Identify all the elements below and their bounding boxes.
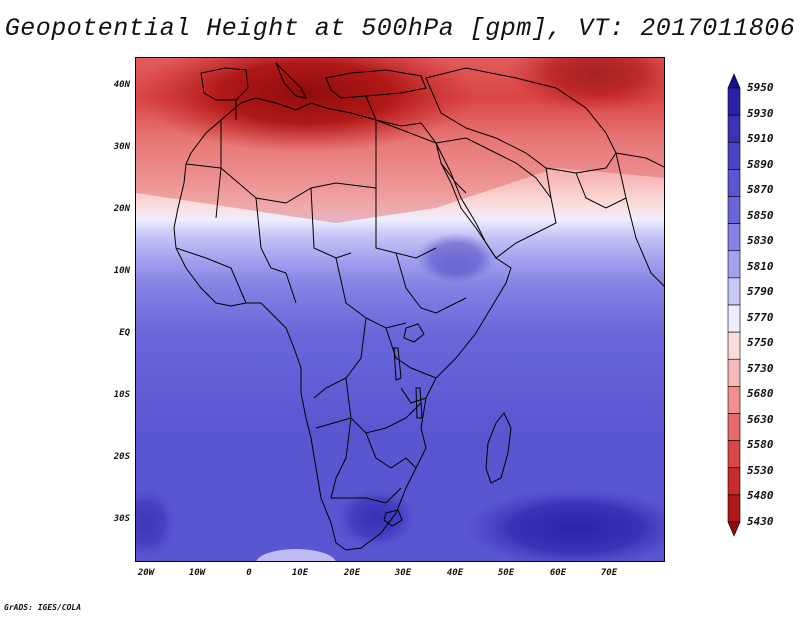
colorbar [727,73,741,537]
lon-label-20w: 20W [137,568,155,578]
colorbar-label: 5630 [747,412,774,426]
lat-label-10n: 10N [113,266,130,276]
lon-label-20e: 20E [343,568,361,578]
colorbar-label: 5890 [747,157,774,171]
colorbar-label: 5810 [747,259,774,273]
lon-label-10w: 10W [188,568,206,578]
africa-coastline [173,97,512,551]
atlantic-high [136,488,176,558]
colorbar-segment [727,169,741,197]
colorbar-label: 5850 [747,208,774,222]
colorbar-segment [727,413,741,441]
colorbar-segment [727,304,741,333]
colorbar-label: 5430 [747,515,774,528]
colorbar-segment [727,358,741,387]
italy [275,62,307,99]
lake-tanganyika [393,347,402,381]
lon-label-70e: 70E [600,568,618,578]
colorbar-label: 5770 [747,310,774,324]
lat-label-30s: 30S [113,514,130,524]
colorbar-label: 5530 [747,463,774,477]
colorbar-top-arrow [727,73,741,89]
south-indian-high [466,488,664,561]
madagascar [485,412,512,484]
lon-label-10e: 10E [291,568,309,578]
colorbar-label: 5790 [747,285,774,299]
lake-malawi [415,387,423,419]
southern-weak-lobe [256,549,336,561]
colorbar-label: 5580 [747,438,774,452]
map-panel[interactable] [135,57,665,562]
lat-label-30n: 30N [113,142,130,152]
colorbar-segment [727,196,741,224]
colorbar-label: 5870 [747,183,774,197]
colorbar-label: 5730 [747,361,774,375]
arabia [435,137,557,259]
chart-title: Geopotential Height at 500hPa [gpm], VT:… [4,14,796,43]
colorbar-segment [727,114,741,143]
colorbar-segment [727,440,741,469]
colorbar-label: 5950 [747,81,774,94]
lat-label-20n: 20N [113,204,130,214]
colorbar-segment [727,223,741,252]
colorbar-label: 5910 [747,132,774,146]
india [615,152,664,287]
colorbar-segment [727,331,741,360]
lon-label-60e: 60E [549,568,567,578]
lat-label-40n: 40N [113,80,130,90]
geopotential-field [136,58,664,561]
lake-victoria [403,323,425,343]
colorbar-segment [727,141,741,170]
colorbar-bottom-arrow [727,521,741,537]
colorbar-label: 5750 [747,336,774,350]
colorbar-segment [727,467,741,496]
lat-label-20s: 20S [113,452,130,462]
ethiopia-high [416,233,496,283]
south-africa-high [336,488,416,548]
colorbar-segment [727,386,741,414]
colorbar-label: 5830 [747,234,774,248]
colorbar-label: 5930 [747,106,774,120]
land-borders [173,62,664,551]
lesotho [383,509,403,527]
asia-trough [506,58,664,113]
greece-turkey [325,69,427,99]
lat-label-10s: 10S [113,390,130,400]
colorbar-label: 5480 [747,489,774,503]
footer-credit: GrADS: IGES/COLA [4,603,82,612]
lon-label-40e: 40E [446,568,464,578]
colorbar-segment [727,250,741,279]
colorbar-segment [727,277,741,306]
lon-label-50e: 50E [497,568,515,578]
lat-label-eq: EQ [119,328,130,338]
colorbar-label: 5680 [747,387,774,401]
iberia [200,67,249,101]
colorbar-segment [727,494,741,523]
iran-region [425,67,617,174]
colorbar-segment [727,87,741,116]
lon-label-0: 0 [246,568,252,578]
lon-label-30e: 30E [394,568,412,578]
